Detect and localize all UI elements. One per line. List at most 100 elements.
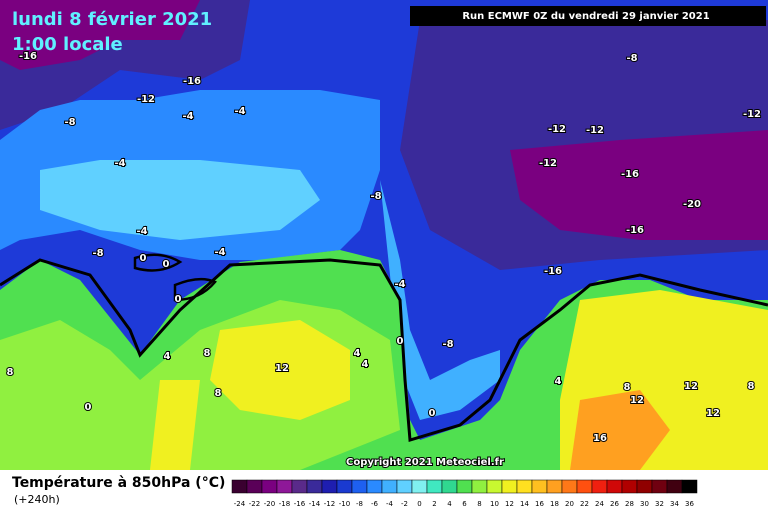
contour-label: 4	[362, 359, 369, 370]
legend-swatch	[651, 479, 668, 494]
legend-swatch	[306, 479, 323, 494]
map	[0, 0, 768, 470]
contour-label: 8	[748, 381, 755, 392]
contour-label: -4	[114, 158, 125, 169]
legend-label: -2	[401, 500, 408, 508]
legend-swatch	[381, 479, 398, 494]
legend-label: 18	[550, 500, 559, 508]
legend-swatch	[501, 479, 518, 494]
legend-label: 12	[505, 500, 514, 508]
contour-label: -12	[548, 124, 566, 135]
legend-swatch	[471, 479, 488, 494]
contour-label: 8	[215, 388, 222, 399]
run-text: Run ECMWF 0Z du vendredi 29 janvier 2021	[462, 11, 709, 22]
legend-swatch	[531, 479, 548, 494]
contour-label: 12	[706, 408, 720, 419]
legend-swatch	[546, 479, 563, 494]
legend-swatch	[606, 479, 623, 494]
contour-label: 8	[204, 348, 211, 359]
legend-label: 4	[447, 500, 452, 508]
legend-label: 10	[490, 500, 499, 508]
legend-swatch	[351, 479, 368, 494]
contour-label: -8	[626, 53, 637, 64]
contour-label: 0	[163, 259, 170, 270]
legend-swatch	[411, 479, 428, 494]
legend-swatch	[291, 479, 308, 494]
run-box	[410, 6, 766, 26]
legend-swatch	[636, 479, 653, 494]
legend-label: -6	[371, 500, 379, 508]
legend-label: -10	[339, 500, 350, 508]
legend-label: 22	[580, 500, 589, 508]
contour-label: 4	[354, 348, 361, 359]
legend-swatch	[441, 479, 458, 494]
contour-label: -4	[136, 226, 147, 237]
contour-label: 4	[164, 351, 171, 362]
legend-label: -18	[279, 500, 290, 508]
legend-swatch	[321, 479, 338, 494]
legend-label: -14	[309, 500, 321, 508]
legend-label: 36	[685, 500, 694, 508]
contour-label: 4	[555, 376, 562, 387]
contour-label: -8	[64, 117, 75, 128]
legend-title: Température à 850hPa (°C)	[12, 475, 225, 491]
legend-swatch	[576, 479, 593, 494]
contour-label: -12	[539, 158, 557, 169]
contour-label: 12	[630, 395, 644, 406]
legend-swatch	[666, 479, 683, 494]
legend-swatch	[246, 479, 263, 494]
legend-label: 2	[432, 500, 436, 508]
contour-label: -12	[586, 125, 604, 136]
contour-label: -4	[214, 247, 225, 258]
legend-swatch	[366, 479, 383, 494]
legend-label: -4	[386, 500, 394, 508]
legend-subtitle: (+240h)	[14, 493, 60, 506]
legend-swatch	[261, 479, 278, 494]
contour-label: 12	[275, 363, 289, 374]
contour-label: 0	[85, 402, 92, 413]
contour-label: -16	[19, 51, 37, 62]
legend-label: 0	[417, 500, 421, 508]
contour-label: -16	[544, 266, 562, 277]
copyright: Copyright 2021 Meteociel.fr	[346, 457, 504, 468]
legend-label: 32	[655, 500, 664, 508]
legend-label: -20	[264, 500, 275, 508]
contour-label: 0	[175, 294, 182, 305]
contour-label: 0	[429, 408, 436, 419]
legend-swatch	[231, 479, 248, 494]
contour-label: -16	[626, 225, 644, 236]
legend-label: -24	[234, 500, 246, 508]
legend-swatch	[486, 479, 503, 494]
contour-label: 12	[684, 381, 698, 392]
legend-swatch	[591, 479, 608, 494]
contour-label: -16	[621, 169, 639, 180]
contour-label: 8	[624, 382, 631, 393]
contour-label: -4	[394, 279, 405, 290]
legend-label: -12	[324, 500, 335, 508]
legend-label: -8	[356, 500, 363, 508]
legend-swatch	[456, 479, 473, 494]
legend-swatch	[396, 479, 413, 494]
contour-label: -4	[182, 111, 193, 122]
map-time: 1:00 locale	[12, 34, 123, 55]
contour-label: -8	[442, 339, 453, 350]
contour-label: 8	[7, 367, 14, 378]
map-date: lundi 8 février 2021	[12, 9, 212, 30]
legend-label: 34	[670, 500, 679, 508]
legend-swatch	[621, 479, 638, 494]
legend-label: 20	[565, 500, 574, 508]
contour-label: -4	[234, 106, 245, 117]
contour-label: -12	[137, 94, 155, 105]
legend-swatch	[516, 479, 533, 494]
contour-label: -20	[683, 199, 701, 210]
legend-label: 24	[595, 500, 604, 508]
legend-swatch	[336, 479, 353, 494]
legend-label: 28	[625, 500, 634, 508]
legend-label: -22	[249, 500, 260, 508]
contour-label: 0	[397, 336, 404, 347]
legend-label: 14	[520, 500, 529, 508]
legend-label: 8	[477, 500, 481, 508]
legend-swatch	[681, 479, 698, 494]
legend-swatch	[561, 479, 578, 494]
